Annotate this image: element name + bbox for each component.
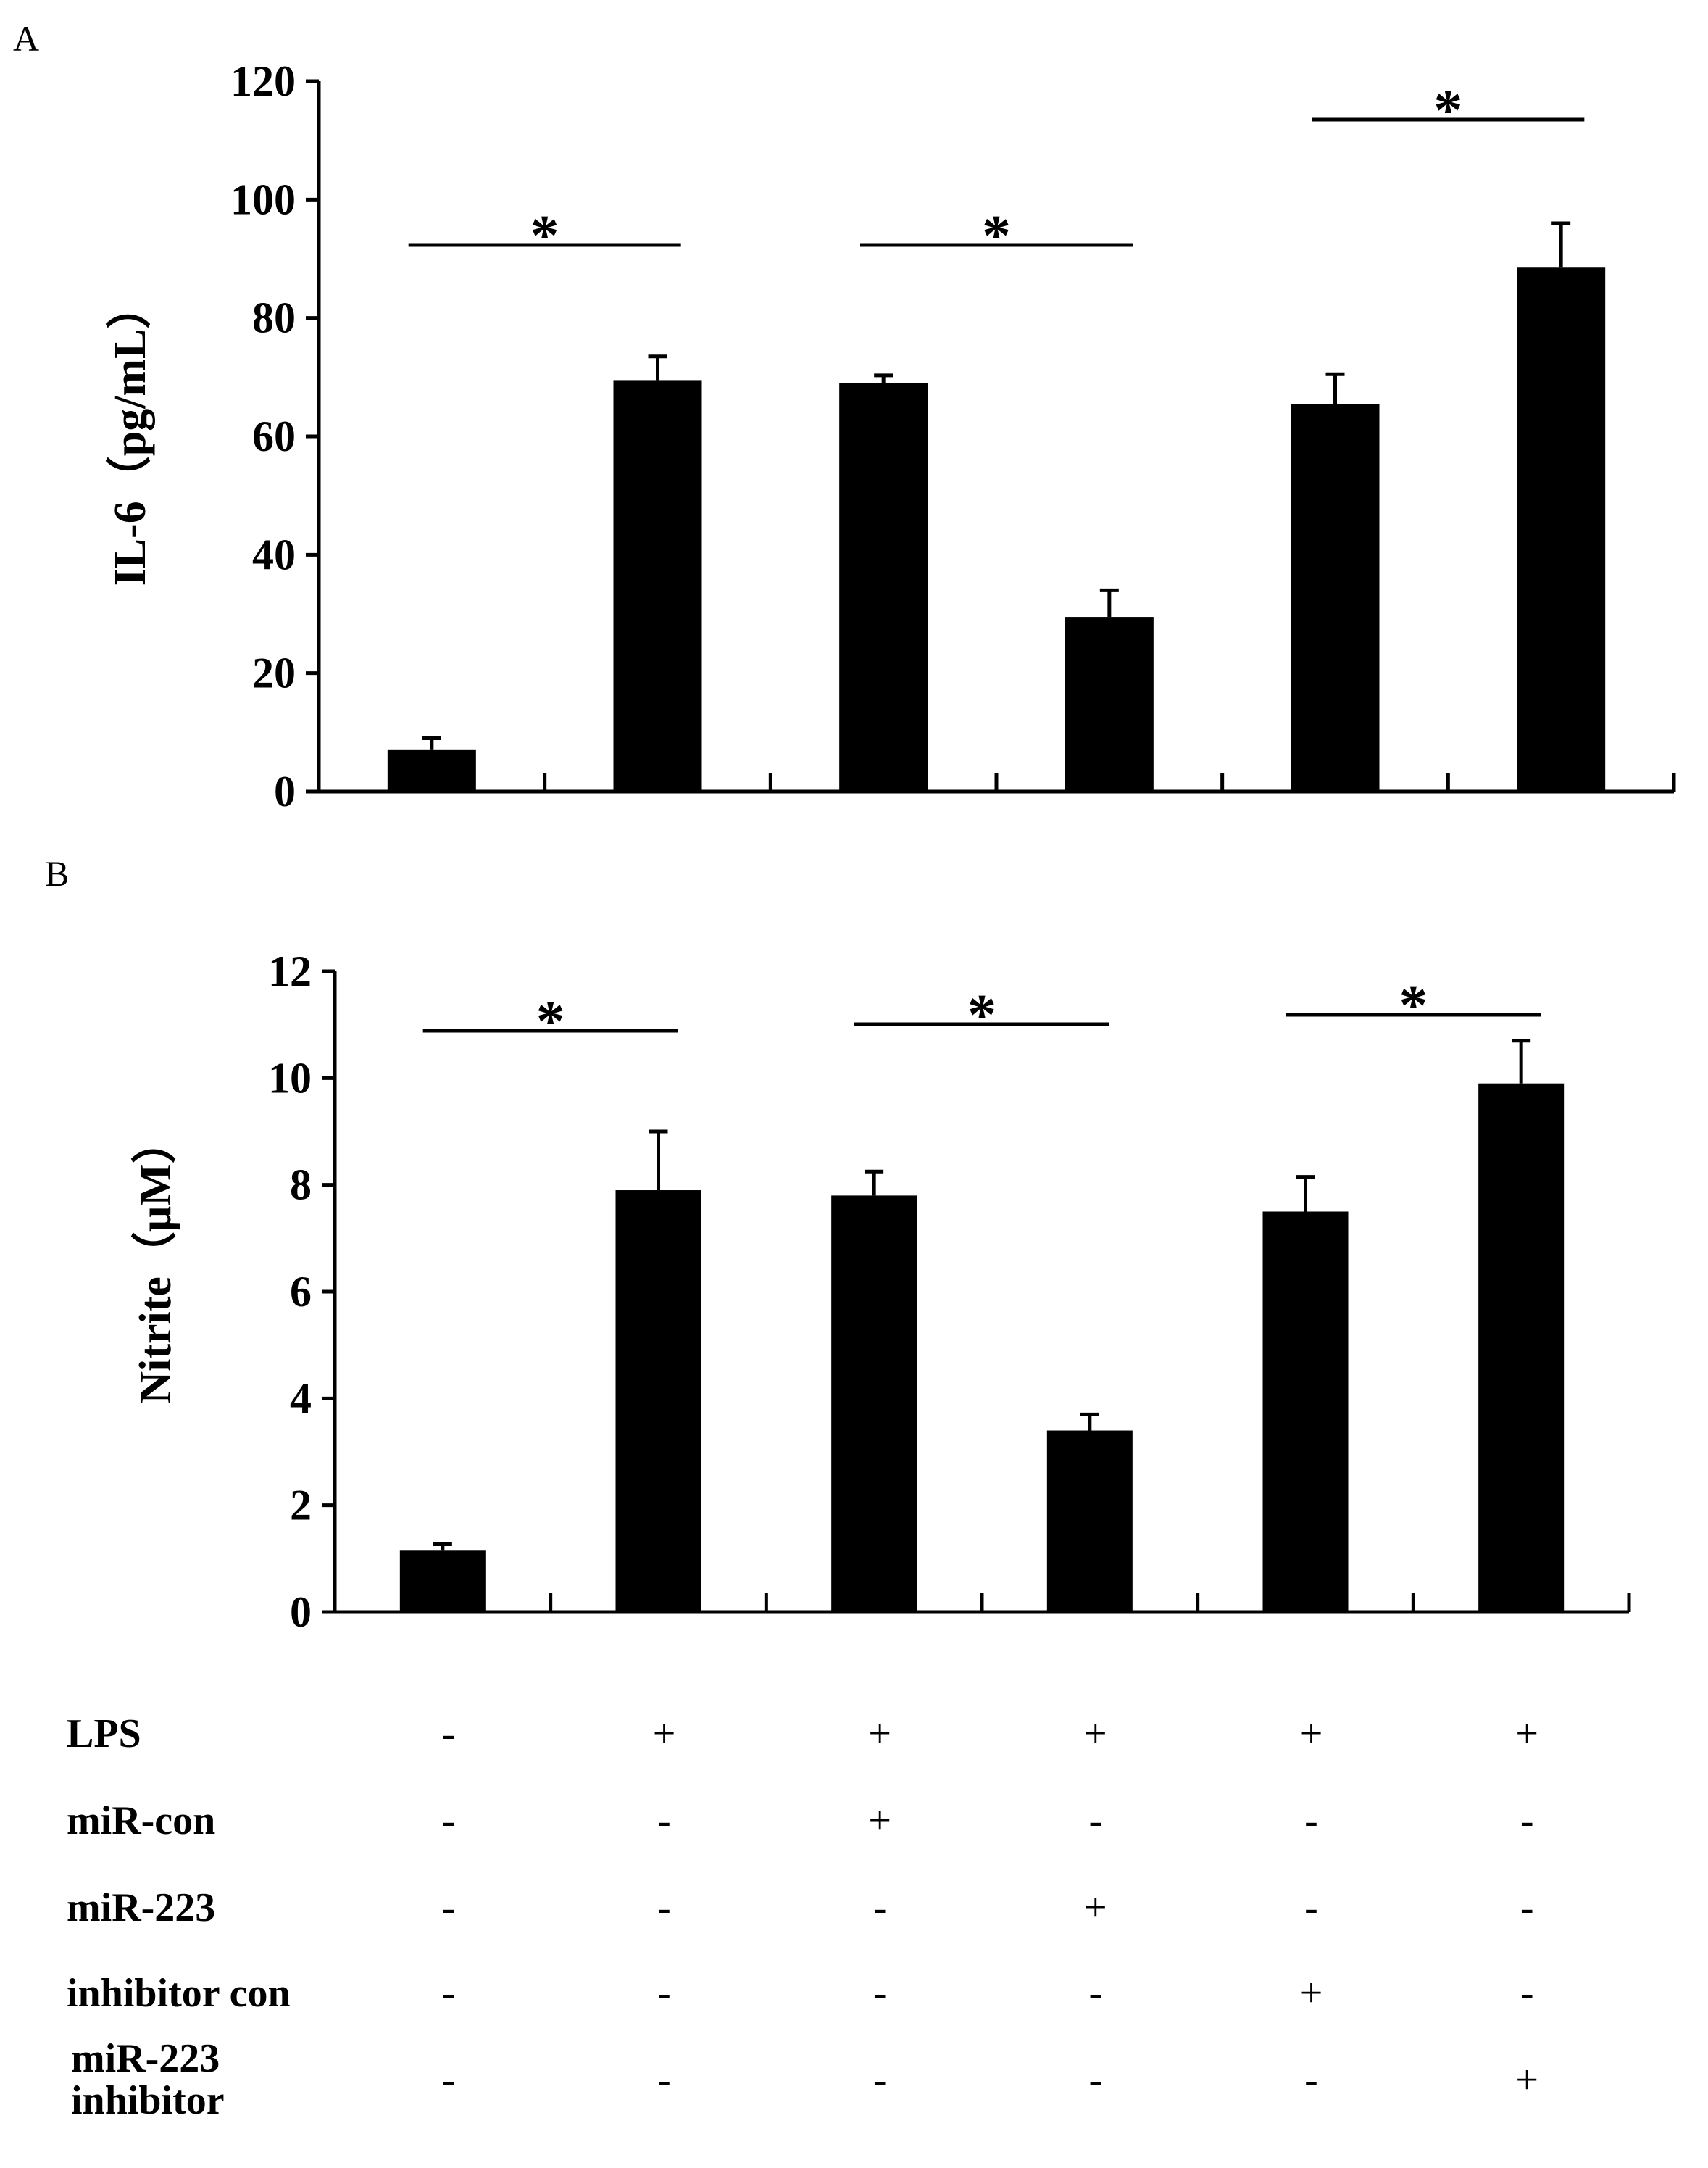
row-label: miR-223 bbox=[71, 2036, 220, 2081]
y-tick-label: 6 bbox=[290, 1268, 312, 1316]
treatment-cell: - bbox=[873, 1971, 887, 2016]
treatment-cell: + bbox=[1084, 1885, 1107, 1930]
bar bbox=[1065, 617, 1154, 792]
y-tick-label: 12 bbox=[268, 947, 312, 995]
treatment-cell: - bbox=[657, 1798, 671, 1843]
panel-b: B 0 2 4 6 8 10 12 Nitrite（μM） * * * bbox=[45, 853, 1631, 1636]
treatment-cell: - bbox=[442, 1798, 456, 1843]
treatment-cell: + bbox=[1515, 2058, 1538, 2103]
significance-star: * bbox=[530, 204, 559, 268]
significance-star: * bbox=[1433, 79, 1462, 143]
panel-a: A 0 20 40 60 80 100 120 IL-6（pg/mL） * * * bbox=[13, 18, 1676, 815]
bar bbox=[1262, 1211, 1349, 1612]
bar bbox=[839, 383, 928, 792]
panel-letter: A bbox=[13, 18, 39, 59]
treatment-cell: - bbox=[873, 1885, 887, 1930]
treatment-cell: - bbox=[442, 1711, 456, 1756]
treatment-cell: + bbox=[868, 1711, 891, 1756]
treatment-cell: - bbox=[657, 1885, 671, 1930]
treatment-cell: + bbox=[868, 1798, 891, 1843]
treatment-cell: - bbox=[442, 1971, 456, 2016]
y-tick-label: 8 bbox=[290, 1161, 312, 1209]
treatment-cell: - bbox=[1304, 1885, 1318, 1930]
treatment-cell: - bbox=[1520, 1885, 1534, 1930]
y-tick-label: 100 bbox=[230, 175, 296, 223]
treatment-cell: + bbox=[1300, 1711, 1323, 1756]
treatment-cell: + bbox=[1515, 1711, 1538, 1756]
bar bbox=[1517, 267, 1606, 792]
treatment-cell: - bbox=[442, 1885, 456, 1930]
bar bbox=[613, 380, 702, 792]
y-tick-label: 60 bbox=[252, 412, 296, 460]
significance-star: * bbox=[982, 204, 1011, 268]
bar bbox=[831, 1195, 917, 1612]
treatment-table: LPS - + + + + + miR-con - - + - - - miR-223 - - - + - - inhib… bbox=[67, 1711, 1538, 2123]
y-tick-label: 10 bbox=[268, 1054, 312, 1102]
bar bbox=[399, 1550, 486, 1612]
treatment-cell: + bbox=[653, 1711, 676, 1756]
y-tick-label: 40 bbox=[252, 531, 296, 578]
treatment-cell: - bbox=[1304, 1798, 1318, 1843]
y-axis-title: IL-6（pg/mL） bbox=[104, 284, 155, 586]
treatment-cell: - bbox=[873, 2058, 887, 2103]
y-tick-label: 20 bbox=[252, 649, 296, 697]
treatment-cell: + bbox=[1084, 1711, 1107, 1756]
y-tick-label: 80 bbox=[252, 294, 296, 342]
treatment-cell: + bbox=[1300, 1971, 1323, 2016]
y-tick-label: 120 bbox=[230, 57, 296, 105]
row-label: inhibitor bbox=[71, 2078, 225, 2123]
treatment-cell: - bbox=[442, 2058, 456, 2103]
bar bbox=[615, 1190, 701, 1612]
row-label: miR-con bbox=[67, 1798, 215, 1843]
y-tick-label: 2 bbox=[290, 1482, 312, 1529]
treatment-cell: - bbox=[1304, 2058, 1318, 2103]
bar bbox=[387, 749, 476, 792]
significance-star: * bbox=[536, 990, 565, 1054]
significance-star: * bbox=[967, 984, 996, 1047]
significance-star: * bbox=[1399, 974, 1428, 1038]
treatment-cell: - bbox=[1520, 1971, 1534, 2016]
y-tick-label: 4 bbox=[290, 1374, 312, 1422]
bar bbox=[1046, 1430, 1133, 1612]
panel-letter: B bbox=[45, 853, 69, 894]
treatment-cell: - bbox=[657, 2058, 671, 2103]
treatment-cell: - bbox=[1089, 1798, 1103, 1843]
row-label: LPS bbox=[67, 1711, 141, 1756]
y-tick-label: 0 bbox=[290, 1588, 312, 1636]
treatment-cell: - bbox=[1089, 2058, 1103, 2103]
row-label: inhibitor con bbox=[67, 1971, 291, 2016]
treatment-cell: - bbox=[1089, 1971, 1103, 2016]
y-tick-label: 0 bbox=[274, 768, 296, 815]
treatment-cell: - bbox=[657, 1971, 671, 2016]
bar bbox=[1291, 404, 1380, 792]
bar bbox=[1478, 1083, 1565, 1612]
row-label: miR-223 bbox=[67, 1885, 215, 1930]
treatment-cell: - bbox=[1520, 1798, 1534, 1843]
y-axis-title: Nitrite（μM） bbox=[130, 1118, 180, 1403]
